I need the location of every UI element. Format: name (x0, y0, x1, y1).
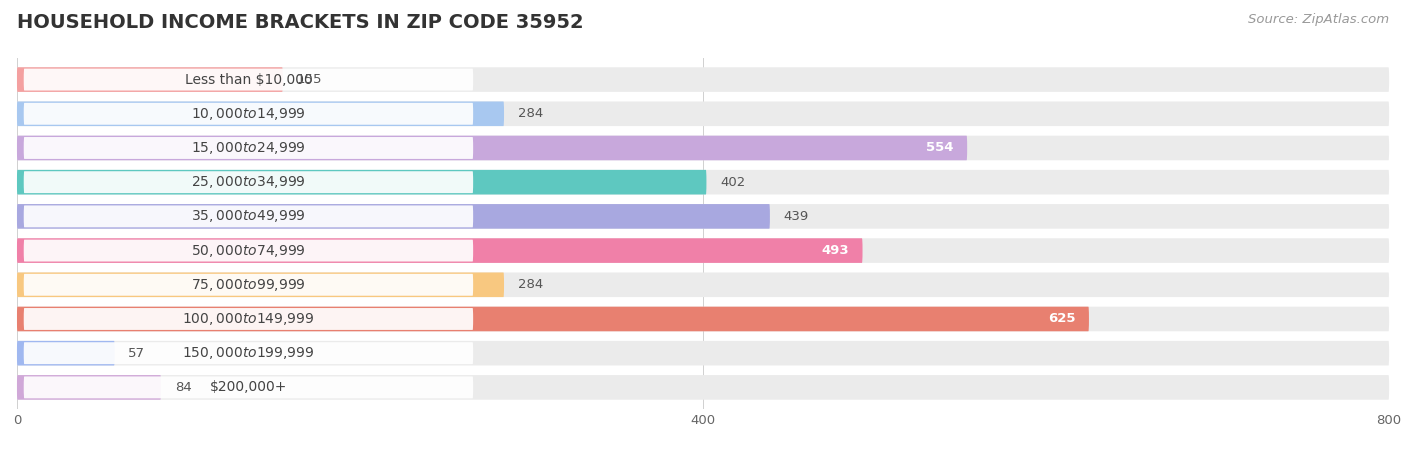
FancyBboxPatch shape (24, 137, 474, 159)
Text: $200,000+: $200,000+ (209, 380, 287, 394)
FancyBboxPatch shape (24, 171, 474, 193)
Text: $10,000 to $14,999: $10,000 to $14,999 (191, 106, 307, 122)
FancyBboxPatch shape (24, 308, 474, 330)
FancyBboxPatch shape (24, 240, 474, 261)
FancyBboxPatch shape (24, 376, 474, 398)
FancyBboxPatch shape (17, 204, 770, 229)
FancyBboxPatch shape (17, 170, 706, 194)
Text: Source: ZipAtlas.com: Source: ZipAtlas.com (1249, 13, 1389, 26)
Text: Less than $10,000: Less than $10,000 (184, 73, 312, 87)
FancyBboxPatch shape (17, 307, 1389, 331)
FancyBboxPatch shape (17, 273, 1389, 297)
FancyBboxPatch shape (17, 136, 967, 160)
Text: $35,000 to $49,999: $35,000 to $49,999 (191, 208, 307, 224)
FancyBboxPatch shape (24, 342, 474, 364)
Text: 284: 284 (517, 278, 543, 291)
Text: $15,000 to $24,999: $15,000 to $24,999 (191, 140, 307, 156)
Text: $50,000 to $74,999: $50,000 to $74,999 (191, 242, 307, 259)
Text: 439: 439 (783, 210, 808, 223)
Text: 284: 284 (517, 107, 543, 120)
Text: 84: 84 (174, 381, 191, 394)
FancyBboxPatch shape (17, 101, 1389, 126)
FancyBboxPatch shape (17, 375, 1389, 400)
FancyBboxPatch shape (24, 103, 474, 125)
FancyBboxPatch shape (24, 69, 474, 91)
Text: 57: 57 (128, 347, 145, 360)
FancyBboxPatch shape (17, 238, 862, 263)
FancyBboxPatch shape (17, 375, 160, 400)
FancyBboxPatch shape (17, 307, 1090, 331)
FancyBboxPatch shape (24, 274, 474, 296)
FancyBboxPatch shape (17, 341, 1389, 365)
Text: $100,000 to $149,999: $100,000 to $149,999 (183, 311, 315, 327)
Text: $150,000 to $199,999: $150,000 to $199,999 (183, 345, 315, 361)
FancyBboxPatch shape (17, 273, 503, 297)
Text: HOUSEHOLD INCOME BRACKETS IN ZIP CODE 35952: HOUSEHOLD INCOME BRACKETS IN ZIP CODE 35… (17, 13, 583, 32)
FancyBboxPatch shape (17, 67, 1389, 92)
Text: 493: 493 (821, 244, 849, 257)
Text: 554: 554 (927, 141, 953, 154)
Text: $25,000 to $34,999: $25,000 to $34,999 (191, 174, 307, 190)
FancyBboxPatch shape (24, 206, 474, 227)
FancyBboxPatch shape (17, 136, 1389, 160)
FancyBboxPatch shape (17, 238, 1389, 263)
FancyBboxPatch shape (17, 341, 115, 365)
FancyBboxPatch shape (17, 67, 283, 92)
FancyBboxPatch shape (17, 170, 1389, 194)
Text: 625: 625 (1047, 313, 1076, 326)
FancyBboxPatch shape (17, 101, 503, 126)
Text: $75,000 to $99,999: $75,000 to $99,999 (191, 277, 307, 293)
Text: 402: 402 (720, 176, 745, 189)
Text: 155: 155 (297, 73, 322, 86)
FancyBboxPatch shape (17, 204, 1389, 229)
